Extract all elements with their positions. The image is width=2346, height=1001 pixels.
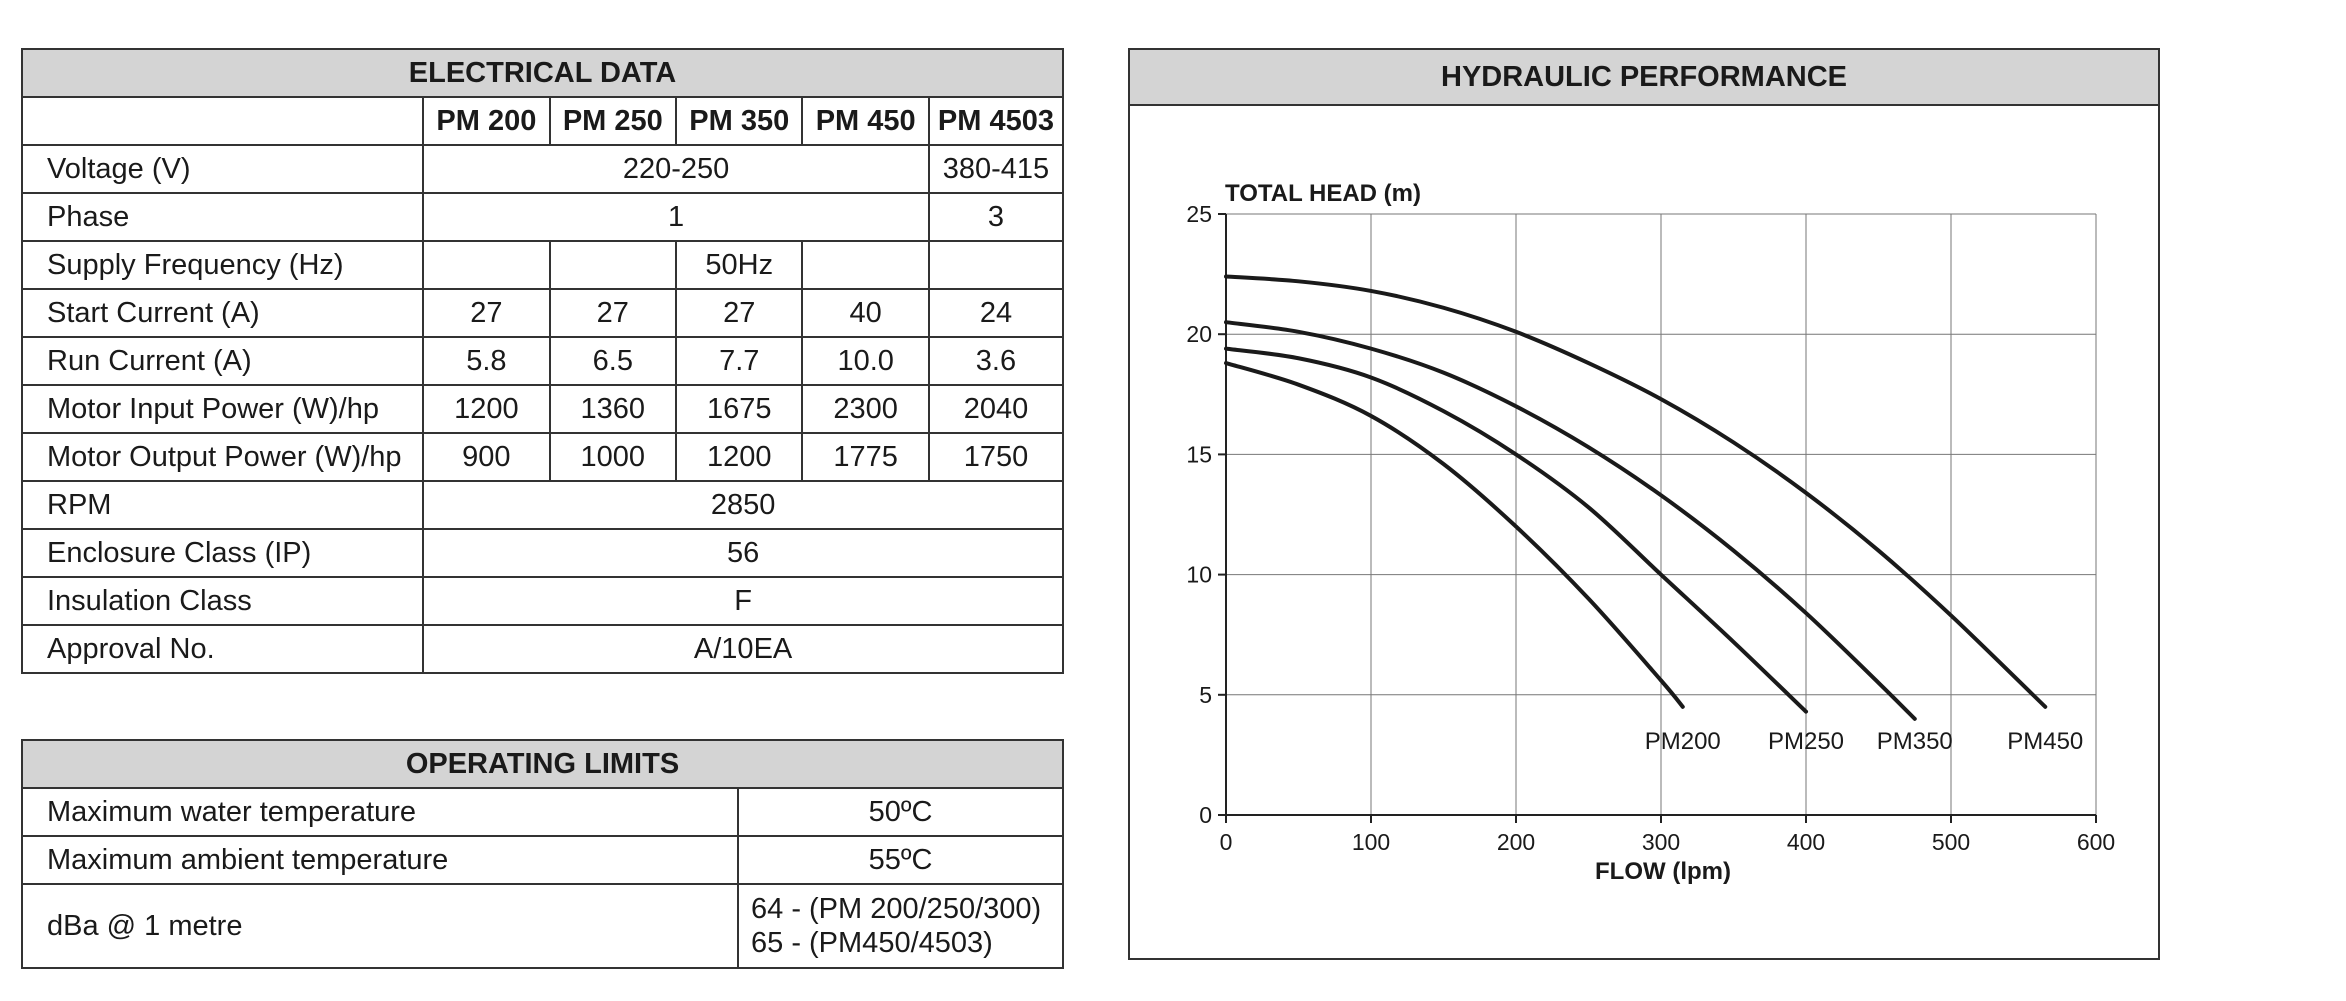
table-cell: 1675 (675, 384, 804, 434)
series-label: PM200 (1645, 728, 1721, 755)
table-cell: 1360 (548, 384, 678, 434)
row-label: Run Current (A) (20, 336, 425, 386)
grid (1225, 213, 2097, 816)
row-label: Maximum ambient temperature (21, 835, 739, 885)
row-label: Insulation Class (20, 576, 425, 626)
ambient-temp-value: 55ºC (737, 835, 1064, 885)
hydraulic-performance-panel: HYDRAULIC PERFORMANCE 0 100 200 300 400 500 60… (1128, 48, 2160, 960)
ip-value: 56 (422, 528, 1064, 578)
row-label: RPM (20, 480, 425, 530)
table-cell: 5.8 (422, 336, 551, 386)
empty-cell (548, 240, 678, 290)
table-cell: 27 (548, 288, 678, 338)
model-header: PM 200 (422, 96, 551, 146)
table-cell: 1200 (422, 384, 551, 434)
row-label: Supply Frequency (Hz) (20, 240, 425, 290)
table-cell: 1775 (801, 432, 930, 482)
row-label: dBa @ 1 metre (21, 883, 739, 969)
water-temp-value: 50ºC (737, 787, 1064, 837)
series-line (1224, 361, 1685, 709)
operating-limits-table: OPERATING LIMITS Maximum water temperatu… (21, 739, 1064, 969)
table-cell: 2040 (927, 384, 1065, 434)
dba-value: 64 - (PM 200/250/300) 65 - (PM450/4503) (737, 883, 1064, 969)
hydraulic-performance-chart: 0 100 200 300 400 500 600 0 5 10 15 20 25 PM200 PM250… (1186, 180, 2115, 885)
phase-three: 3 (927, 192, 1065, 242)
electrical-data-table: ELECTRICAL DATA PM 200 PM 250 PM 350 PM … (20, 48, 1065, 674)
table-cell: 900 (422, 432, 551, 482)
model-header: PM 4503 (927, 96, 1065, 146)
y-tick-label: 10 (1186, 562, 1212, 588)
y-tick-label: 0 (1199, 802, 1212, 828)
table-cell: 7.7 (675, 336, 804, 386)
x-tick-label: 600 (2077, 829, 2115, 855)
model-header: PM 350 (675, 96, 804, 146)
series-label: PM450 (2007, 728, 2083, 755)
table-cell: 3.6 (927, 336, 1065, 386)
series-line (1224, 346, 1808, 714)
empty-cell (801, 240, 930, 290)
dba-value-line: 65 - (PM450/4503) (751, 927, 993, 959)
table-cell: 27 (675, 288, 804, 338)
blank-header-cell (20, 96, 425, 146)
row-label: Maximum water temperature (21, 787, 739, 837)
series: PM200 PM250 PM350 PM450 (1224, 274, 2083, 755)
row-label: Motor Input Power (W)/hp (20, 384, 425, 434)
rpm-value: 2850 (422, 480, 1064, 530)
voltage-single-phase: 220-250 (422, 144, 930, 194)
series-label: PM350 (1877, 728, 1953, 755)
empty-cell (422, 240, 551, 290)
x-tick-label: 200 (1497, 829, 1535, 855)
y-tick-label: 5 (1199, 682, 1212, 708)
model-header: PM 250 (548, 96, 678, 146)
table-cell: 1200 (675, 432, 804, 482)
model-header: PM 450 (801, 96, 930, 146)
row-label: Start Current (A) (20, 288, 425, 338)
series-line (1224, 274, 2048, 709)
phase-single: 1 (422, 192, 930, 242)
x-tick-label: 100 (1352, 829, 1390, 855)
table-cell: 24 (927, 288, 1065, 338)
x-axis-label: FLOW (lpm) (1595, 858, 1731, 885)
row-label: Voltage (V) (20, 144, 425, 194)
insulation-value: F (422, 576, 1064, 626)
table-cell: 6.5 (548, 336, 678, 386)
row-label: Motor Output Power (W)/hp (20, 432, 425, 482)
y-tick-label: 15 (1186, 441, 1212, 467)
hydraulic-performance-title: HYDRAULIC PERFORMANCE (1130, 50, 2158, 106)
voltage-three-phase: 380-415 (927, 144, 1065, 194)
approval-value: A/10EA (422, 624, 1064, 674)
x-tick-label: 0 (1220, 829, 1233, 855)
y-axis-label: TOTAL HEAD (m) (1225, 180, 1421, 207)
row-label: Approval No. (20, 624, 425, 674)
empty-cell (927, 240, 1065, 290)
table-cell: 27 (422, 288, 551, 338)
frequency-value: 50Hz (675, 240, 804, 290)
y-tick-label: 25 (1186, 201, 1212, 227)
row-label: Enclosure Class (IP) (20, 528, 425, 578)
table-cell: 1750 (927, 432, 1065, 482)
table-cell: 2300 (801, 384, 930, 434)
electrical-data-title: ELECTRICAL DATA (21, 48, 1064, 98)
series-label: PM250 (1768, 728, 1844, 755)
y-tick-label: 20 (1186, 321, 1212, 347)
x-tick-label: 400 (1787, 829, 1825, 855)
x-tick-label: 500 (1932, 829, 1970, 855)
axes: 0 100 200 300 400 500 600 0 5 10 15 20 25 (1186, 201, 2115, 855)
series-line (1224, 320, 1917, 721)
table-cell: 40 (801, 288, 930, 338)
operating-limits-title: OPERATING LIMITS (21, 739, 1064, 789)
x-tick-label: 300 (1642, 829, 1680, 855)
table-cell: 10.0 (801, 336, 930, 386)
row-label: Phase (20, 192, 425, 242)
table-cell: 1000 (548, 432, 678, 482)
dba-value-line: 64 - (PM 200/250/300) (751, 893, 1042, 925)
